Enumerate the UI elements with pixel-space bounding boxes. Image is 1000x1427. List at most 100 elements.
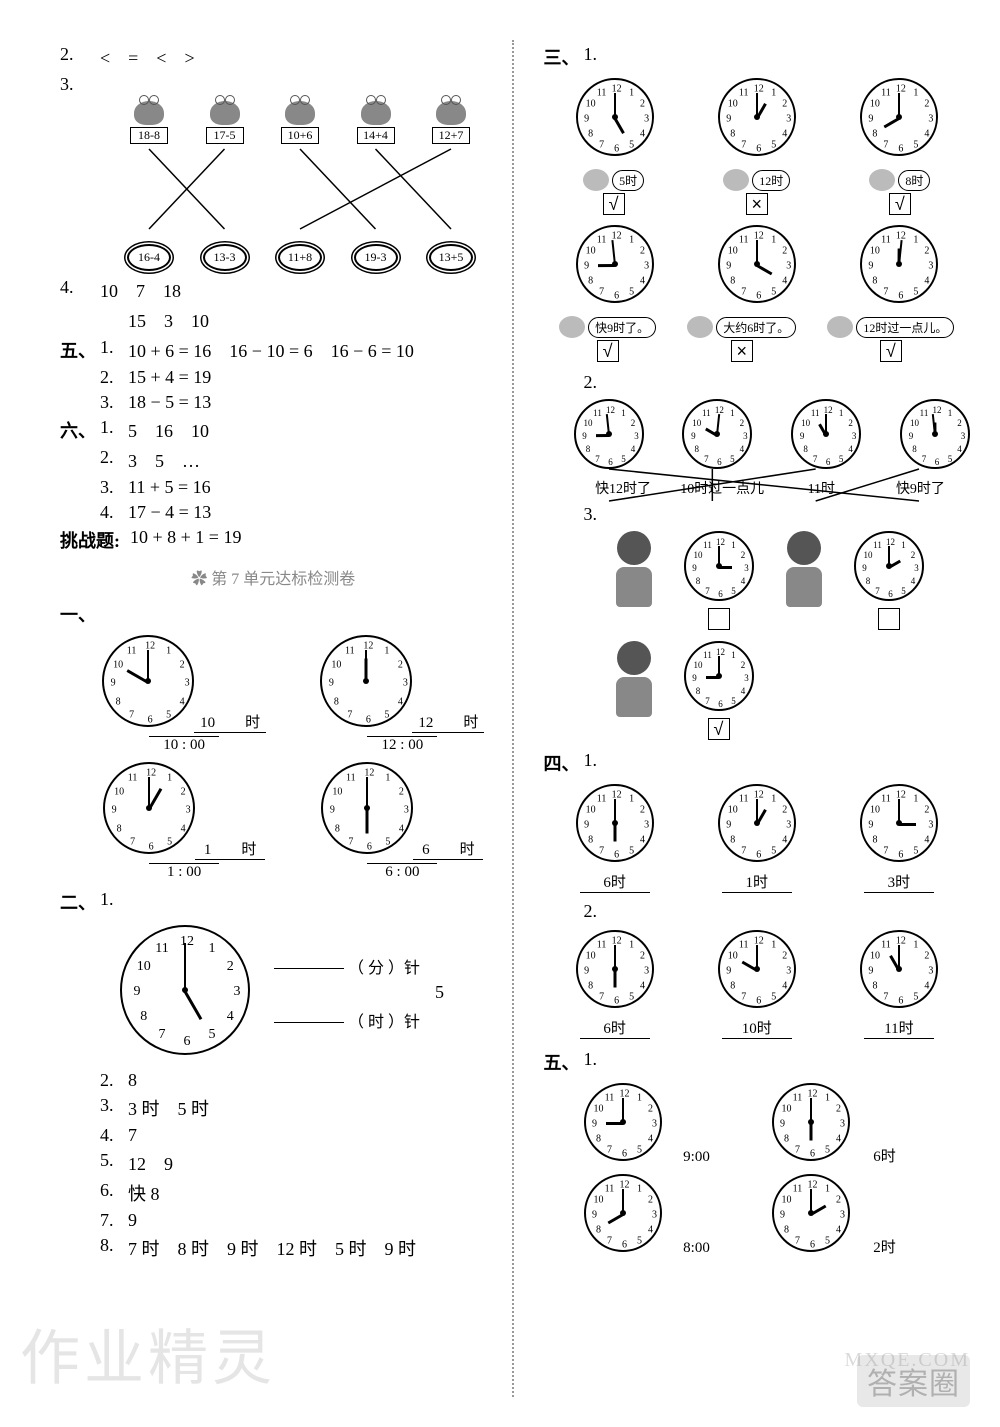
item-num: 7. xyxy=(100,1210,128,1231)
checkbox: √ xyxy=(889,193,911,215)
clock: 123456789101112 xyxy=(854,531,924,601)
item-text: 9 xyxy=(128,1210,137,1231)
r-s5-h: 五、 xyxy=(544,1049,584,1075)
clock-item: 123456789101112 11时 xyxy=(828,930,970,1039)
answer-line: 4.7 xyxy=(60,1125,487,1146)
answer-line: 7.9 xyxy=(60,1210,487,1231)
clock-label: 1 时 xyxy=(195,838,265,860)
animal-answer: 12时过一点儿。√ xyxy=(827,316,954,362)
clock: 123456789101112 xyxy=(682,399,752,469)
clock-label: 6 时 xyxy=(413,838,483,860)
clock: 123456789101112 xyxy=(120,925,250,1055)
clock: 123456789101112 xyxy=(718,930,796,1008)
clock-item: 123456789101112 xyxy=(682,399,752,474)
clock: 123456789101112 xyxy=(791,399,861,469)
animal-icon xyxy=(583,169,609,191)
checkbox: √ xyxy=(708,718,730,740)
checkbox: √ xyxy=(603,193,625,215)
clock-label: 8:00 xyxy=(662,1240,732,1257)
answer-line: 5.12 9 xyxy=(60,1150,487,1176)
clock: 123456789101112 xyxy=(102,635,194,727)
item-num: 3. xyxy=(100,1095,128,1121)
kid-clock: 123456789101112√ xyxy=(684,641,754,740)
animal-answer: 5时√ xyxy=(583,169,644,215)
right-column: 三、 1. 1234567891011121234567891011121234… xyxy=(519,40,971,1397)
sec2: 二、 1. xyxy=(60,889,487,915)
item-text: 15 + 4 = 19 xyxy=(128,367,211,388)
q3-num: 3. xyxy=(60,74,100,95)
item-text: 18 − 5 = 13 xyxy=(128,392,211,413)
clock-label: 10 时 xyxy=(194,711,266,733)
animal-icon xyxy=(559,316,585,338)
clock: 123456789101112 xyxy=(574,399,644,469)
clock-item: 1234567891011128:00 xyxy=(584,1174,732,1257)
clock-item: 123456789101112 xyxy=(860,78,938,161)
clock-label: 12 时 xyxy=(412,711,484,733)
kid-icon xyxy=(774,531,834,621)
clock-label: 11时 xyxy=(864,1017,934,1039)
answer-line: 8.7 时 8 时 9 时 12 时 5 时 9 时 xyxy=(60,1235,487,1261)
r-s3: 三、 1. xyxy=(544,44,971,70)
section-label xyxy=(60,392,100,413)
answer-line: 2.3 5 … xyxy=(60,447,487,473)
item-text: 3 5 … xyxy=(128,447,200,473)
clock: 123456789101112 xyxy=(860,78,938,156)
chal-t: 10 + 8 + 1 = 19 xyxy=(130,527,241,553)
clock: 123456789101112 xyxy=(584,1174,662,1252)
item-text: 10 + 6 = 16 16 − 10 = 6 16 − 6 = 10 xyxy=(128,337,414,363)
item-num: 3. xyxy=(100,477,128,498)
clock-label: 9:00 xyxy=(662,1149,732,1166)
left-column: 2. < = < > 3. 18-817-510+614+412+7 16-41… xyxy=(60,40,507,1397)
kid-icon xyxy=(604,531,664,621)
clock-label: 1时 xyxy=(722,871,792,893)
section-label: 五、 xyxy=(60,337,100,363)
checkbox xyxy=(708,608,730,630)
column-divider xyxy=(512,40,514,1397)
clock-label: 12 : 00 xyxy=(367,736,437,754)
clock-label: 1 : 00 xyxy=(149,863,219,881)
clock: 123456789101112 xyxy=(321,762,413,854)
clock-label: 6时 xyxy=(580,1017,650,1039)
item-text: 17 − 4 = 13 xyxy=(128,502,211,523)
clock: 123456789101112 xyxy=(772,1083,850,1161)
clock: 123456789101112 xyxy=(320,635,412,727)
clock-item: 12345678910111210时 xyxy=(686,930,828,1039)
clock-item: 1234567891011122时 xyxy=(772,1174,920,1257)
item-num: 4. xyxy=(100,502,128,523)
sec1: 一、 xyxy=(60,601,487,627)
clock: 123456789101112 xyxy=(860,784,938,862)
clock-label: 6 : 00 xyxy=(367,863,437,881)
q2-num: 2. xyxy=(60,44,100,70)
item-num: 2. xyxy=(100,1070,128,1091)
clock-item: 1234567891011123时 xyxy=(828,784,970,893)
checkbox: × xyxy=(746,193,768,215)
animal-answer: 大约6时了。× xyxy=(687,316,796,362)
item-text: 快 8 xyxy=(128,1180,160,1206)
clock-label: 6时 xyxy=(850,1145,920,1166)
r-s3-q2: 2. xyxy=(544,372,971,393)
paw-icon: ✿ xyxy=(191,571,207,588)
clock-item: 123456789101112 xyxy=(900,399,970,474)
answer-line: 2.8 xyxy=(60,1070,487,1091)
clock-item: 123456789101112 xyxy=(718,78,796,161)
animal-answer: 12时× xyxy=(723,169,790,215)
s1-h: 一、 xyxy=(60,601,100,627)
oval-item: 19-3 xyxy=(347,244,405,271)
item-num: 2. xyxy=(100,367,128,388)
r-s4-q2n: 2. xyxy=(584,901,612,922)
oval-item: 13-3 xyxy=(196,244,254,271)
q4-num: 4. xyxy=(60,277,100,303)
answer-line: 六、1.5 16 10 xyxy=(60,417,487,443)
clock: 123456789101112 xyxy=(772,1174,850,1252)
item-num: 8. xyxy=(100,1235,128,1261)
item-text: 8 xyxy=(128,1070,137,1091)
answer-line: 2.15 + 4 = 19 xyxy=(60,367,487,388)
speech-bubble: 5时 xyxy=(612,170,644,191)
item-num: 1. xyxy=(100,337,128,363)
clock: 123456789101112 xyxy=(860,930,938,1008)
animal-icon xyxy=(723,169,749,191)
clock-label: 6时 xyxy=(580,871,650,893)
title-text: 第 7 单元达标检测卷 xyxy=(211,571,355,588)
clock-item: 1234567891011129:00 xyxy=(584,1083,732,1166)
answer-line: 4.17 − 4 = 13 xyxy=(60,502,487,523)
